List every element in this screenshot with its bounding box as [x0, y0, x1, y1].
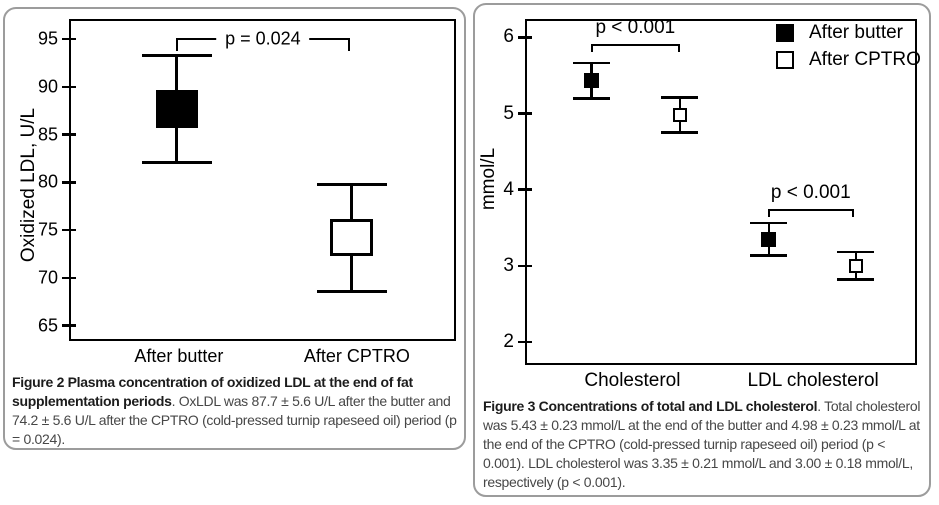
y-axis-tick	[62, 181, 76, 184]
p-value-label: p = 0.024	[216, 28, 310, 50]
error-bar-cap-top	[750, 221, 788, 225]
error-bar-cap-top	[316, 182, 387, 186]
significance-bracket-tick-right	[851, 209, 854, 217]
error-bar-cap-bottom	[316, 289, 387, 293]
y-axis-tick	[62, 276, 76, 280]
figure3-y-axis-label: mmol/L	[478, 147, 499, 211]
y-axis-tick-label: 3	[503, 254, 514, 276]
significance-bracket-tick-right	[347, 38, 350, 51]
y-axis-tick	[62, 324, 76, 327]
p-value-label: p < 0.001	[770, 181, 851, 203]
marker-open-square	[848, 258, 863, 273]
plot-frame	[69, 19, 456, 341]
figure2-plot-area: 65 70 75 80 85 90 95 After butter After CPTRO p =…	[38, 19, 456, 366]
significance-bracket-line	[590, 44, 680, 47]
y-axis-tick	[518, 112, 532, 115]
legend-swatch-filled-square	[776, 24, 794, 42]
p-value-label: p < 0.001	[595, 17, 676, 39]
y-axis-tick-label: 6	[503, 26, 514, 48]
marker-filled-square	[155, 89, 198, 128]
category-label: After CPTRO	[303, 346, 410, 366]
error-bar-cap-top	[141, 53, 212, 57]
y-axis-tick-label: 75	[37, 219, 58, 240]
figure2-caption: Figure 2 Plasma concentration of oxidize…	[12, 373, 459, 449]
legend-swatch-open-square	[776, 51, 794, 69]
y-axis-tick	[518, 36, 532, 39]
figure2-caption-body: . OxLDL was 87.7 ± 5.6 U/L after the but…	[12, 393, 457, 447]
y-axis-tick	[62, 133, 76, 136]
significance-bracket-tick-left	[767, 209, 770, 217]
y-axis-tick	[518, 188, 532, 191]
y-axis-tick	[62, 85, 76, 89]
figure3-panel: 2 3 4 5 6 Cholesterol LDL cholesterol p < 0.001…	[473, 3, 931, 497]
significance-bracket-tick-left	[175, 38, 178, 51]
error-bar-cap-bottom	[141, 160, 212, 164]
category-label: LDL cholesterol	[747, 370, 879, 391]
y-axis-tick-label: 5	[503, 102, 514, 124]
y-axis-tick-label: 4	[503, 178, 514, 200]
marker-open-square	[330, 219, 374, 257]
category-label: After butter	[134, 346, 224, 366]
marker-filled-square	[761, 231, 777, 247]
error-bar-cap-bottom	[750, 254, 788, 257]
y-axis-tick-label: 85	[37, 124, 58, 145]
marker-open-square	[672, 108, 687, 123]
error-bar-cap-top	[661, 96, 699, 99]
plot-frame	[525, 19, 917, 365]
legend-label: After butter	[809, 22, 903, 43]
y-axis-tick-label: 70	[37, 267, 58, 288]
figure3-plot-area: 2 3 4 5 6 Cholesterol LDL cholesterol p < 0.001…	[503, 17, 920, 391]
y-axis-tick	[62, 228, 76, 232]
error-bar-cap-top	[573, 61, 611, 65]
error-bar-cap-bottom	[837, 278, 875, 281]
y-axis-tick-label: 80	[37, 171, 58, 192]
figure3-caption-title: Figure 3 Concentrations of total and LDL…	[483, 398, 818, 414]
error-bar-cap-bottom	[661, 131, 699, 134]
y-axis-tick	[518, 264, 532, 268]
y-axis-tick-label: 90	[37, 76, 58, 97]
legend-label: After CPTRO	[809, 49, 921, 70]
y-axis-tick-label: 65	[37, 315, 58, 336]
figure3-caption-body: . Total cholesterol was 5.43 ± 0.23 mmol…	[483, 398, 921, 490]
marker-filled-square	[584, 73, 600, 89]
figure2-panel: 65 70 75 80 85 90 95 After butter After CPTRO p =…	[3, 7, 466, 450]
y-axis-tick	[518, 340, 532, 344]
error-bar-cap-bottom	[573, 97, 611, 100]
y-axis-tick	[62, 37, 76, 41]
significance-bracket-line	[767, 208, 854, 211]
y-axis-tick-label: 2	[503, 331, 514, 353]
figure2-y-axis-label: Oxidized LDL, U/L	[18, 107, 39, 263]
significance-bracket-tick-left	[590, 45, 593, 53]
significance-bracket-tick-right	[677, 45, 680, 53]
figure2-caption-title: Figure 2 Plasma concentration of oxidize…	[12, 374, 413, 409]
category-label: Cholesterol	[584, 370, 681, 391]
error-bar-cap-top	[837, 250, 875, 254]
figure3-caption: Figure 3 Concentrations of total and LDL…	[483, 397, 925, 492]
y-axis-tick-label: 95	[37, 28, 58, 49]
